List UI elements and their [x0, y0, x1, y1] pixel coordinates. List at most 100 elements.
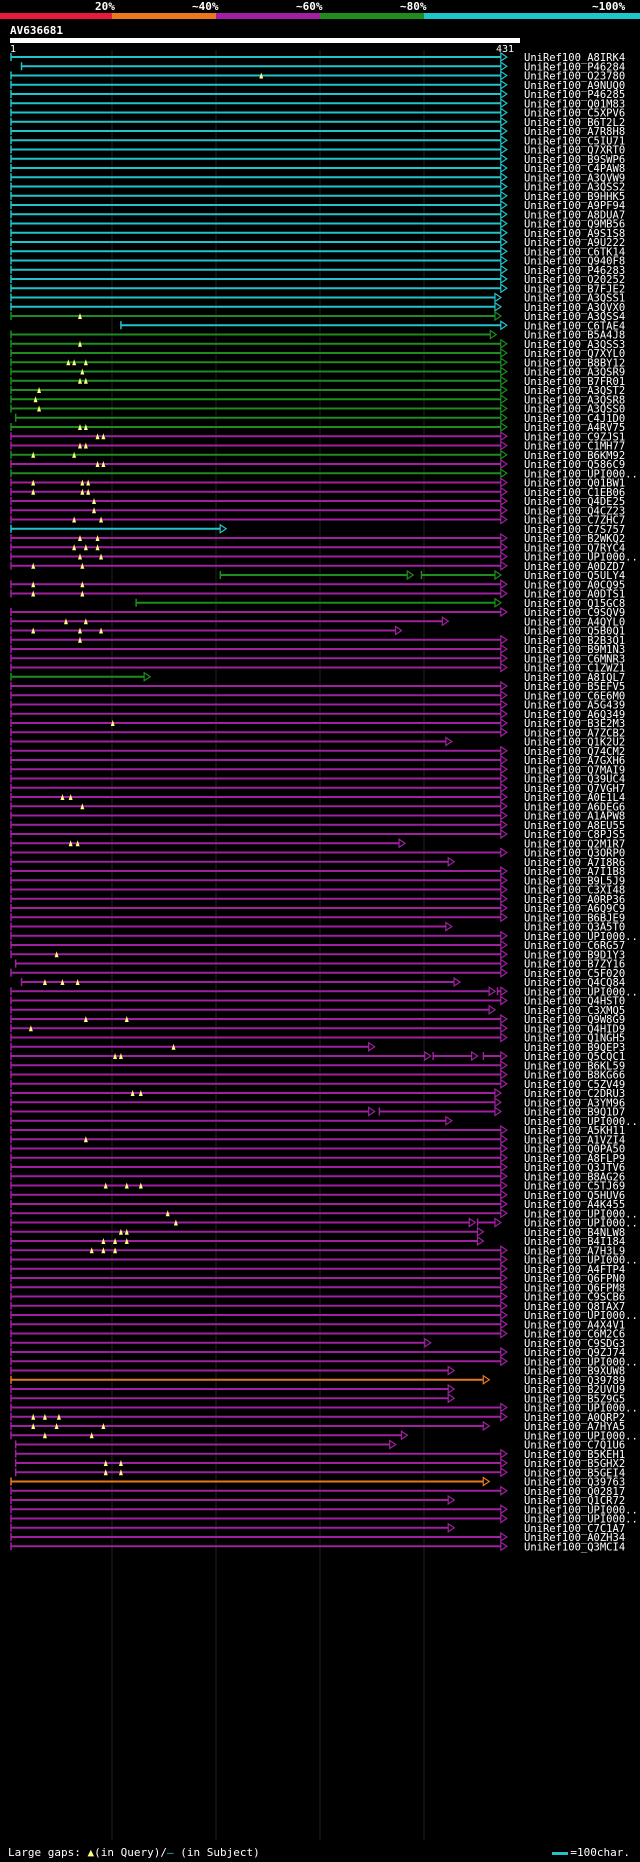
hit-row[interactable]: UniRef100_B7FJE2	[10, 283, 625, 295]
hit-row[interactable]: UniRef100_B7ZY16	[14, 958, 625, 971]
hit-row[interactable]: UniRef100_UPI000..	[10, 1504, 638, 1516]
hit-row[interactable]: UniRef100_B6T2L2	[10, 116, 625, 129]
hit-label[interactable]: UniRef100_B7FR01	[524, 376, 625, 388]
hit-label[interactable]: UniRef100_B5Z9G5	[524, 1393, 625, 1405]
hit-row[interactable]: UniRef100_UPI000..	[10, 1430, 638, 1442]
hit-row[interactable]: UniRef100_Q5CQC1	[10, 1050, 625, 1063]
hit-row[interactable]: UniRef100_C3XMQ5	[10, 1004, 625, 1017]
hit-row[interactable]: UniRef100_B9L5J9	[10, 875, 625, 887]
hit-label[interactable]: UniRef100_A9NUQ0	[524, 80, 625, 92]
hit-label[interactable]: UniRef100_A8IQL7	[524, 672, 625, 684]
hit-label[interactable]: UniRef100_A7I8R6	[524, 857, 625, 869]
hit-label[interactable]: UniRef100_C7C1A7	[524, 1523, 625, 1535]
hit-label[interactable]: UniRef100_A4K455	[524, 1199, 625, 1211]
hit-row[interactable]: UniRef100_C1MH77	[10, 440, 625, 453]
hit-row[interactable]: UniRef100_A3QSR9	[10, 366, 625, 379]
hit-row[interactable]: UniRef100_A7GXH6	[10, 754, 625, 767]
hit-row[interactable]: UniRef100_Q940F8	[10, 255, 625, 268]
hit-row[interactable]: UniRef100_UPI000..	[10, 1254, 638, 1267]
hit-row[interactable]: UniRef100_UPI000..	[10, 986, 638, 998]
hit-row[interactable]: UniRef100_A4K455	[10, 1198, 625, 1211]
hit-label[interactable]: UniRef100_A0QRP2	[524, 1412, 625, 1424]
hit-label[interactable]: UniRef100_Q39763	[524, 1477, 625, 1489]
hit-label[interactable]: UniRef100_A8FLP9	[524, 1153, 625, 1165]
hit-row[interactable]: UniRef100_Q1NGH5	[10, 1032, 625, 1045]
hit-label[interactable]: UniRef100_C6RG57	[524, 940, 625, 952]
hit-row[interactable]: UniRef100_A3QSS4	[10, 310, 625, 323]
hit-label[interactable]: UniRef100_B5EFV5	[524, 681, 625, 693]
hit-row[interactable]: UniRef100_A0QRP2	[10, 1411, 625, 1424]
hit-row[interactable]: UniRef100_Q7VGH7	[10, 782, 625, 795]
hit-label[interactable]: UniRef100_Q5ULY4	[524, 570, 625, 582]
hit-row[interactable]: UniRef100_Q2M1R7	[10, 838, 625, 850]
hit-row[interactable]: UniRef100_UPI000..	[10, 930, 638, 943]
hit-label[interactable]: UniRef100_A3QSR8	[524, 394, 625, 406]
hit-row[interactable]: UniRef100_A3QSS2	[10, 181, 625, 194]
hit-row[interactable]: UniRef100_C8PJS5	[10, 828, 625, 841]
hit-row[interactable]: UniRef100_A1APW8	[10, 810, 625, 823]
hit-label[interactable]: UniRef100_A8IRK4	[524, 52, 625, 64]
hit-label[interactable]: UniRef100_UPI000..	[524, 931, 638, 943]
hit-label[interactable]: UniRef100_P46284	[524, 61, 625, 73]
hit-label[interactable]: UniRef100_UPI000..	[524, 468, 638, 480]
hit-row[interactable]: UniRef100_P46284	[20, 61, 626, 73]
hit-row[interactable]: UniRef100_A3QST2	[10, 384, 625, 397]
hit-row[interactable]: UniRef100_B8KG66	[10, 1069, 625, 1082]
hit-label[interactable]: UniRef100_A4QYL0	[524, 616, 625, 628]
hit-row[interactable]: UniRef100_A6DEG6	[10, 801, 625, 813]
hit-label[interactable]: UniRef100_B5GHX2	[524, 1458, 625, 1470]
hit-label[interactable]: UniRef100_C5IU71	[524, 135, 625, 147]
hit-row[interactable]: UniRef100_C7ZHC7	[10, 514, 625, 527]
hit-label[interactable]: UniRef100_A0CQ95	[524, 579, 625, 591]
hit-label[interactable]: UniRef100_UPI000..	[524, 1403, 638, 1415]
hit-row[interactable]: UniRef100_A7I1B8	[10, 865, 625, 878]
hit-row[interactable]: UniRef100_UPI000..	[10, 1208, 638, 1220]
hit-row[interactable]: UniRef100_C9ZJS1	[10, 431, 625, 443]
hit-row[interactable]: UniRef100_Q7RYC4	[10, 542, 625, 554]
hit-row[interactable]: UniRef100_B5GEI4	[14, 1467, 625, 1479]
hit-row[interactable]: UniRef100_C9SQV9	[10, 606, 625, 619]
hit-row[interactable]: UniRef100_Q5B0Q1	[10, 625, 625, 638]
hit-label[interactable]: UniRef100_Q02817	[524, 1486, 625, 1498]
hit-row[interactable]: UniRef100_B9D1Y3	[10, 949, 625, 961]
hit-label[interactable]: UniRef100_B5KEH1	[524, 1449, 625, 1461]
hit-row[interactable]: UniRef100_A7ZCB2	[10, 727, 625, 739]
hit-row[interactable]: UniRef100_Q39763	[10, 1476, 625, 1489]
hit-row[interactable]: UniRef100_B5EFV5	[10, 680, 625, 693]
hit-row[interactable]: UniRef100_C5TJ69	[10, 1180, 625, 1193]
hit-label[interactable]: UniRef100_B3E2M3	[524, 718, 625, 730]
hit-label[interactable]: UniRef100_A3QSS1	[524, 293, 625, 305]
hit-label[interactable]: UniRef100_Q1CR72	[524, 1495, 625, 1507]
hit-row[interactable]: UniRef100_C6M2C6	[10, 1328, 625, 1341]
hit-row[interactable]: UniRef100_C7Q1U6	[14, 1439, 625, 1452]
hit-row[interactable]: UniRef100_UPI000..	[10, 1115, 638, 1128]
hit-label[interactable]: UniRef100_A6Q349	[524, 709, 625, 721]
hit-label[interactable]: UniRef100_C9ZJS1	[524, 431, 625, 443]
hit-label[interactable]: UniRef100_UPI000..	[524, 1116, 638, 1128]
hit-row[interactable]: UniRef100_A7I8R6	[10, 856, 625, 869]
hit-row[interactable]: UniRef100_Q8TAX7	[10, 1300, 625, 1313]
hit-label[interactable]: UniRef100_P46285	[524, 89, 625, 101]
hit-label[interactable]: UniRef100_B8BY12	[524, 357, 625, 369]
hit-row[interactable]: UniRef100_B9Q1D7	[10, 1106, 625, 1119]
hit-label[interactable]: UniRef100_UPI000..	[524, 552, 638, 564]
hit-row[interactable]: UniRef100_C1ZWZ1	[10, 662, 625, 675]
hit-row[interactable]: UniRef100_C5F020	[10, 967, 625, 980]
hit-row[interactable]: UniRef100_C5IU71	[10, 135, 625, 147]
hit-row[interactable]: UniRef100_B9QEP3	[10, 1041, 625, 1054]
hit-row[interactable]: UniRef100_A8EU55	[10, 819, 625, 832]
hit-label[interactable]: UniRef100_A3QST2	[524, 385, 625, 397]
hit-label[interactable]: UniRef100_B9XUW8	[524, 1366, 625, 1378]
hit-label[interactable]: UniRef100_UPI000..	[524, 1514, 638, 1526]
hit-row[interactable]: UniRef100_Q3ORP0	[10, 847, 625, 860]
hit-row[interactable]: UniRef100_Q0PA50	[10, 1143, 625, 1156]
hit-label[interactable]: UniRef100_C7ZHC7	[524, 515, 625, 527]
hit-row[interactable]: UniRef100_A7H3L9	[10, 1245, 625, 1257]
hit-label[interactable]: UniRef100_C9SDG3	[524, 1338, 625, 1350]
hit-row[interactable]: UniRef100_UPI000..	[10, 1217, 638, 1230]
hit-row[interactable]: UniRef100_Q9ZJ74	[10, 1346, 625, 1359]
hit-row[interactable]: UniRef100_O20252	[10, 273, 625, 286]
hit-label[interactable]: UniRef100_Q4CQ84	[524, 977, 625, 989]
hit-label[interactable]: UniRef100_B6KM92	[524, 450, 625, 462]
hit-label[interactable]: UniRef100_A5KH11	[524, 1125, 625, 1137]
